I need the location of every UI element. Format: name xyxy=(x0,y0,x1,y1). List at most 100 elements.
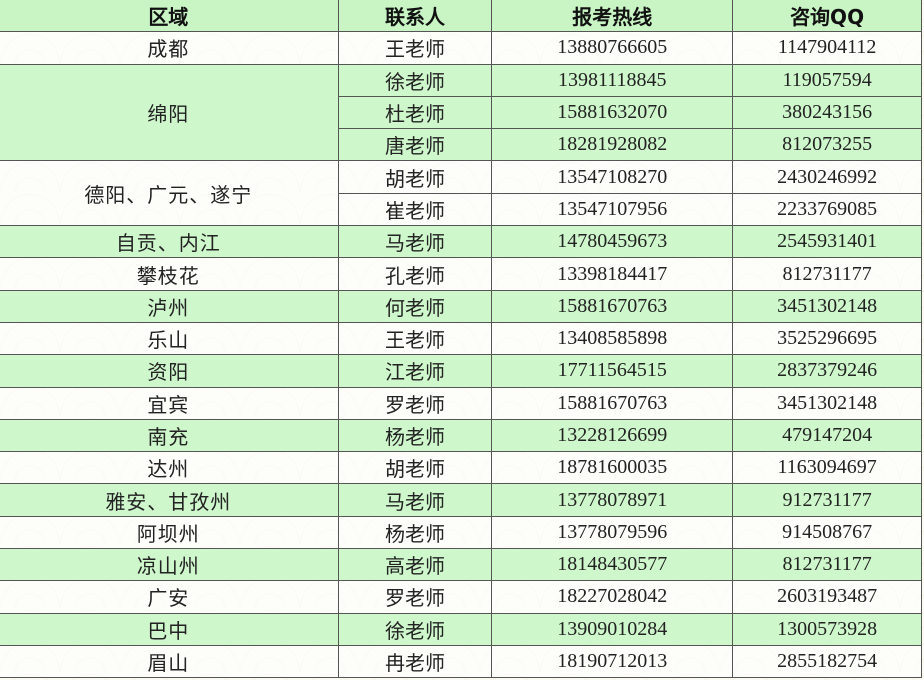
qq-cell: 912731177 xyxy=(732,483,922,517)
contact-cell: 孔老师 xyxy=(337,257,493,291)
qq-cell: 2603193487 xyxy=(732,580,922,614)
table-row: 凉山州 高老师 18148430577 812731177 xyxy=(0,548,922,582)
contact-cell: 唐老师 xyxy=(337,128,493,162)
table-row: 巴中 徐老师 13909010284 1300573928 xyxy=(0,612,922,646)
header-phone: 报考热线 xyxy=(491,0,734,33)
phone-cell: 13398184417 xyxy=(491,257,734,291)
phone-cell: 15881670763 xyxy=(491,386,734,420)
table-row: 眉山 冉老师 18190712013 2855182754 xyxy=(0,644,922,679)
header-row: 区域 联系人 报考热线 咨询QQ xyxy=(0,0,922,33)
region-cell: 宜宾 xyxy=(0,386,339,420)
contact-cell: 马老师 xyxy=(337,483,493,517)
header-qq: 咨询QQ xyxy=(732,0,922,33)
table-row: 南充 杨老师 13228126699 479147204 xyxy=(0,418,922,453)
contact-cell: 徐老师 xyxy=(337,63,493,97)
phone-cell: 13880766605 xyxy=(491,31,734,65)
region-cell: 达州 xyxy=(0,451,339,485)
qq-cell: 2855182754 xyxy=(732,644,922,679)
region-cell: 绵阳 xyxy=(0,63,339,162)
region-cell: 攀枝花 xyxy=(0,257,339,291)
region-cell: 成都 xyxy=(0,31,339,65)
table-row: 资阳 江老师 17711564515 2837379246 xyxy=(0,354,922,388)
qq-cell: 2430246992 xyxy=(732,160,922,194)
table-row: 绵阳 徐老师 13981118845 119057594 xyxy=(0,63,922,162)
phone-cell: 18281928082 xyxy=(491,128,734,162)
phone-cell: 13408585898 xyxy=(491,321,734,356)
contact-cell: 杜老师 xyxy=(337,95,493,130)
phone-cell: 13909010284 xyxy=(491,612,734,646)
phone-cell: 14780459673 xyxy=(491,225,734,259)
region-cell: 眉山 xyxy=(0,644,339,679)
qq-cell: 2545931401 xyxy=(732,225,922,259)
qq-cell: 812073255 xyxy=(732,128,922,162)
contact-cell: 王老师 xyxy=(337,321,493,356)
table-row: 乐山 王老师 13408585898 3525296695 xyxy=(0,321,922,356)
phone-cell: 17711564515 xyxy=(491,354,734,388)
qq-cell: 1300573928 xyxy=(732,612,922,646)
qq-cell: 812731177 xyxy=(732,257,922,291)
qq-cell: 812731177 xyxy=(732,548,922,582)
contact-cell: 江老师 xyxy=(337,354,493,388)
region-cell: 德阳、广元、遂宁 xyxy=(0,160,339,227)
region-cell: 阿坝州 xyxy=(0,515,339,550)
qq-cell: 3451302148 xyxy=(732,386,922,420)
phone-cell: 15881670763 xyxy=(491,289,734,323)
region-cell: 乐山 xyxy=(0,321,339,356)
qq-cell: 1163094697 xyxy=(732,451,922,485)
phone-cell: 13228126699 xyxy=(491,418,734,453)
qq-cell: 1147904112 xyxy=(732,31,922,65)
table-row: 成都 王老师 13880766605 1147904112 xyxy=(0,31,922,65)
region-cell: 广安 xyxy=(0,580,339,614)
table-row: 自贡、内江 马老师 14780459673 2545931401 xyxy=(0,225,922,259)
qq-cell: 3525296695 xyxy=(732,321,922,356)
phone-cell: 13778078971 xyxy=(491,483,734,517)
region-cell: 南充 xyxy=(0,418,339,453)
region-cell: 凉山州 xyxy=(0,548,339,582)
table-row: 达州 胡老师 18781600035 1163094697 xyxy=(0,451,922,485)
qq-cell: 479147204 xyxy=(732,418,922,453)
contact-cell: 杨老师 xyxy=(337,515,493,550)
qq-cell: 119057594 xyxy=(732,63,922,97)
table-row: 唐老师 18281928082 812073255 xyxy=(0,128,922,162)
table-row: 雅安、甘孜州 马老师 13778078971 912731177 xyxy=(0,483,922,517)
table-row: 广安 罗老师 18227028042 2603193487 xyxy=(0,580,922,614)
qq-cell: 2233769085 xyxy=(732,192,922,227)
phone-cell: 13547108270 xyxy=(491,160,734,194)
phone-cell: 18190712013 xyxy=(491,644,734,679)
region-cell: 泸州 xyxy=(0,289,339,323)
contact-cell: 王老师 xyxy=(337,31,493,65)
contact-cell: 罗老师 xyxy=(337,580,493,614)
contact-cell: 冉老师 xyxy=(337,644,493,679)
table-row: 宜宾 罗老师 15881670763 3451302148 xyxy=(0,386,922,420)
header-contact: 联系人 xyxy=(337,0,493,33)
table-row: 阿坝州 杨老师 13778079596 914508767 xyxy=(0,515,922,550)
contact-cell: 胡老师 xyxy=(337,160,493,194)
table-body: 成都 王老师 13880766605 1147904112 绵阳 徐老师 139811188… xyxy=(0,31,922,679)
contact-cell: 胡老师 xyxy=(337,451,493,485)
phone-cell: 18148430577 xyxy=(491,548,734,582)
header-region: 区域 xyxy=(0,0,339,33)
contact-cell: 何老师 xyxy=(337,289,493,323)
qq-cell: 380243156 xyxy=(732,95,922,130)
table-row: 泸州 何老师 15881670763 3451302148 xyxy=(0,289,922,323)
table-row: 攀枝花 孔老师 13398184417 812731177 xyxy=(0,257,922,291)
phone-cell: 13981118845 xyxy=(491,63,734,97)
region-cell: 资阳 xyxy=(0,354,339,388)
phone-cell: 13778079596 xyxy=(491,515,734,550)
contact-cell: 徐老师 xyxy=(337,612,493,646)
region-cell: 自贡、内江 xyxy=(0,225,339,259)
contact-cell: 杨老师 xyxy=(337,418,493,453)
phone-cell: 15881632070 xyxy=(491,95,734,130)
region-cell: 巴中 xyxy=(0,612,339,646)
phone-cell: 18781600035 xyxy=(491,451,734,485)
table-row: 崔老师 13547107956 2233769085 xyxy=(0,192,922,227)
table-row: 德阳、广元、遂宁 胡老师 13547108270 2430246992 xyxy=(0,160,922,227)
contact-cell: 崔老师 xyxy=(337,192,493,227)
qq-cell: 2837379246 xyxy=(732,354,922,388)
region-cell: 雅安、甘孜州 xyxy=(0,483,339,517)
phone-cell: 13547107956 xyxy=(491,192,734,227)
phone-cell: 18227028042 xyxy=(491,580,734,614)
qq-cell: 914508767 xyxy=(732,515,922,550)
contact-cell: 高老师 xyxy=(337,548,493,582)
